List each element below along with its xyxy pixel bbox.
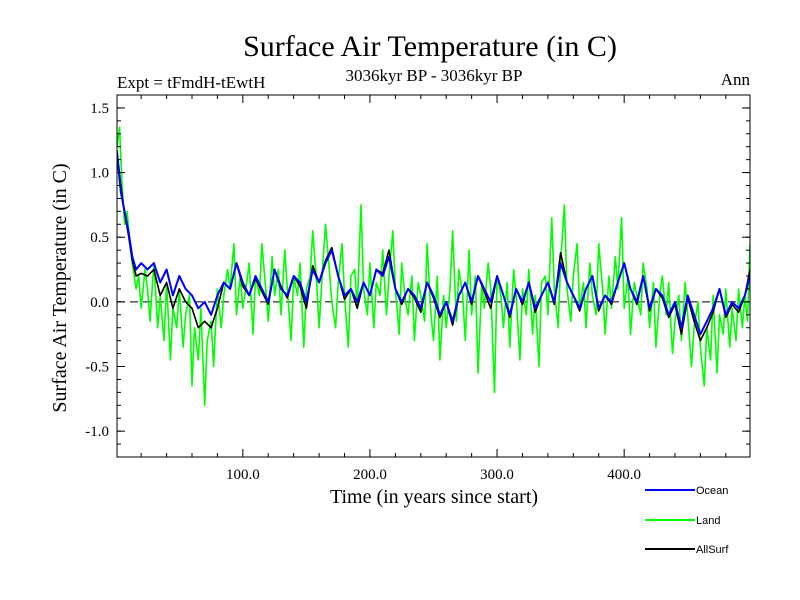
x-tick-label: 300.0 xyxy=(480,467,514,483)
plot-area xyxy=(117,126,750,407)
y-tick-label: 1.0 xyxy=(90,166,109,182)
legend-label-allsurf: AllSurf xyxy=(696,544,729,556)
y-tick-label: 0.5 xyxy=(90,230,109,246)
legend: Ocean Land AllSurf xyxy=(645,485,729,556)
plot-frame xyxy=(116,94,751,458)
y-tick-label: 1.5 xyxy=(90,101,109,117)
legend-label-ocean: Ocean xyxy=(696,485,728,497)
x-axis-label: Time (in years since start) xyxy=(330,486,538,508)
y-tick-label: 0.0 xyxy=(90,295,109,311)
y-tick-label: -1.0 xyxy=(85,424,109,440)
series-line-land xyxy=(117,126,750,407)
chart-subtitle-center: 3036kyr BP - 3036kyr BP xyxy=(346,66,523,85)
x-tick-label: 400.0 xyxy=(607,467,641,483)
series-line-ocean xyxy=(117,153,750,336)
chart-title: Surface Air Temperature (in C) xyxy=(243,30,617,63)
y-tick-label: -0.5 xyxy=(85,360,109,376)
x-tick-label: 200.0 xyxy=(353,467,387,483)
y-axis-label: Surface Air Temperature (in C) xyxy=(49,163,71,412)
x-tick-label: 100.0 xyxy=(226,467,260,483)
chart-subtitle-left: Expt = tFmdH-tEwtH xyxy=(117,73,265,92)
chart-subtitle-right: Ann xyxy=(721,70,751,89)
legend-label-land: Land xyxy=(696,515,720,527)
